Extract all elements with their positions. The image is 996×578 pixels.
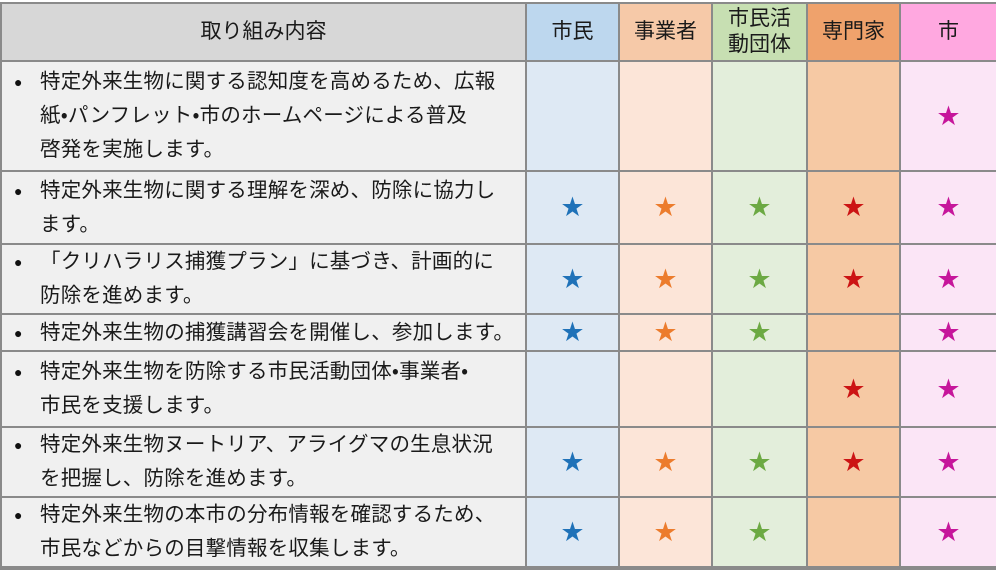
star-cell-experts	[806, 496, 901, 569]
star-icon: ★	[841, 192, 866, 222]
star-cell-citizens: ★	[525, 170, 620, 245]
star-icon: ★	[936, 446, 961, 477]
column-header-citizens: 市民	[525, 2, 620, 62]
star-cell-businesses: ★	[618, 170, 713, 245]
bullet-icon: ●	[14, 437, 23, 453]
star-icon: ★	[841, 446, 866, 477]
star-icon: ★	[841, 373, 866, 404]
star-cell-citizens	[525, 60, 620, 172]
star-cell-citizens: ★	[525, 243, 620, 315]
bullet-icon: ●	[14, 507, 23, 523]
star-cell-city: ★	[899, 170, 996, 245]
star-cell-city: ★	[899, 426, 996, 498]
star-cell-citizens: ★	[525, 313, 620, 352]
star-cell-civic-groups: ★	[711, 313, 808, 352]
star-icon: ★	[747, 446, 772, 477]
star-icon: ★	[936, 100, 961, 131]
initiative-text-cell: ● 特定外来生物に関する理解を深め、防除に協力し ます。	[0, 170, 527, 245]
header-row: 取り組み内容 市民 事業者 市民活 動団体 専門家 市	[0, 2, 996, 62]
star-icon: ★	[653, 192, 678, 222]
initiative-text-cell: ● 特定外来生物に関する認知度を高めるため、広報 紙・パンフレット・市のホームペ…	[0, 60, 527, 172]
star-cell-city: ★	[899, 60, 996, 172]
star-icon: ★	[936, 317, 961, 347]
star-cell-city: ★	[899, 350, 996, 428]
table-row: ● 「クリハラリス捕獲プラン」に基づき、計画的に 防除を進めます。 ★ ★ ★ …	[0, 243, 996, 315]
initiative-text-cell: ● 「クリハラリス捕獲プラン」に基づき、計画的に 防除を進めます。	[0, 243, 527, 315]
table-row: ● 特定外来生物の本市の分布情報を確認するため、 市民などからの目撃情報を収集し…	[0, 496, 996, 569]
bullet-icon: ●	[14, 324, 23, 341]
star-icon: ★	[841, 263, 866, 294]
table-row: ● 特定外来生物を防除する市民活動団体・事業者・ 市民を支援します。 ★ ★	[0, 350, 996, 428]
initiative-text: 特定外来生物ヌートリア、アライグマの生息状況 を把握し、防除を進めます。	[40, 433, 493, 490]
column-header-businesses: 事業者	[618, 2, 713, 62]
star-cell-businesses: ★	[618, 243, 713, 315]
star-cell-businesses: ★	[618, 426, 713, 498]
bullet-icon: ●	[14, 74, 23, 90]
star-cell-civic-groups: ★	[711, 170, 808, 245]
star-icon: ★	[560, 516, 585, 547]
table-row: ● 特定外来生物に関する理解を深め、防除に協力し ます。 ★ ★ ★ ★ ★	[0, 170, 996, 245]
initiative-text-cell: ● 特定外来生物ヌートリア、アライグマの生息状況 を把握し、防除を進めます。	[0, 426, 527, 498]
star-cell-experts: ★	[806, 350, 901, 428]
star-cell-civic-groups	[711, 60, 808, 172]
bullet-icon: ●	[14, 182, 23, 199]
star-icon: ★	[560, 192, 585, 222]
star-icon: ★	[560, 317, 585, 347]
star-icon: ★	[747, 263, 772, 294]
star-cell-citizens: ★	[525, 426, 620, 498]
star-icon: ★	[936, 263, 961, 294]
star-cell-businesses: ★	[618, 496, 713, 569]
table-row: ● 特定外来生物に関する認知度を高めるため、広報 紙・パンフレット・市のホームペ…	[0, 60, 996, 172]
star-cell-civic-groups	[711, 350, 808, 428]
star-icon: ★	[936, 516, 961, 547]
star-cell-citizens: ★	[525, 496, 620, 569]
star-cell-businesses: ★	[618, 313, 713, 352]
initiative-text: 特定外来生物の捕獲講習会を開催し、参加します。	[40, 320, 515, 344]
star-cell-experts: ★	[806, 243, 901, 315]
bullet-icon: ●	[14, 254, 23, 270]
star-cell-city: ★	[899, 243, 996, 315]
initiative-text: 「クリハラリス捕獲プラン」に基づき、計画的に 防除を進めます。	[40, 250, 494, 307]
star-cell-experts: ★	[806, 426, 901, 498]
star-cell-experts	[806, 60, 901, 172]
star-icon: ★	[747, 516, 772, 547]
column-header-content: 取り組み内容	[0, 2, 527, 62]
star-cell-civic-groups: ★	[711, 426, 808, 498]
star-cell-civic-groups: ★	[711, 243, 808, 315]
star-icon: ★	[747, 192, 772, 222]
star-icon: ★	[653, 446, 678, 477]
star-cell-civic-groups: ★	[711, 496, 808, 569]
star-cell-experts: ★	[806, 170, 901, 245]
column-header-city: 市	[899, 2, 996, 62]
star-cell-citizens	[525, 350, 620, 428]
star-cell-city: ★	[899, 313, 996, 352]
star-icon: ★	[560, 446, 585, 477]
star-cell-businesses	[618, 350, 713, 428]
star-cell-businesses	[618, 60, 713, 172]
star-icon: ★	[653, 516, 678, 547]
star-icon: ★	[560, 263, 585, 294]
star-icon: ★	[653, 263, 678, 294]
star-icon: ★	[936, 373, 961, 404]
column-header-experts: 専門家	[806, 2, 901, 62]
initiative-text: 特定外来生物を防除する市民活動団体・事業者・ 市民を支援します。	[40, 360, 469, 417]
table-row: ● 特定外来生物ヌートリア、アライグマの生息状況 を把握し、防除を進めます。 ★…	[0, 426, 996, 498]
initiative-text: 特定外来生物に関する理解を深め、防除に協力し ます。	[40, 178, 496, 236]
initiative-text-cell: ● 特定外来生物の捕獲講習会を開催し、参加します。	[0, 313, 527, 352]
initiative-text-cell: ● 特定外来生物の本市の分布情報を確認するため、 市民などからの目撃情報を収集し…	[0, 496, 527, 569]
star-icon: ★	[653, 317, 678, 347]
bullet-icon: ●	[14, 364, 23, 380]
initiative-text-cell: ● 特定外来生物を防除する市民活動団体・事業者・ 市民を支援します。	[0, 350, 527, 428]
column-header-civic-groups: 市民活 動団体	[711, 2, 808, 62]
initiative-text: 特定外来生物の本市の分布情報を確認するため、 市民などからの目撃情報を収集します…	[40, 503, 496, 560]
star-cell-experts	[806, 313, 901, 352]
star-cell-city: ★	[899, 496, 996, 569]
star-icon: ★	[747, 317, 772, 347]
initiative-text: 特定外来生物に関する認知度を高めるため、広報 紙・パンフレット・市のホームページ…	[40, 70, 496, 161]
table-row: ● 特定外来生物の捕獲講習会を開催し、参加します。 ★ ★ ★ ★	[0, 313, 996, 352]
star-icon: ★	[936, 192, 961, 222]
